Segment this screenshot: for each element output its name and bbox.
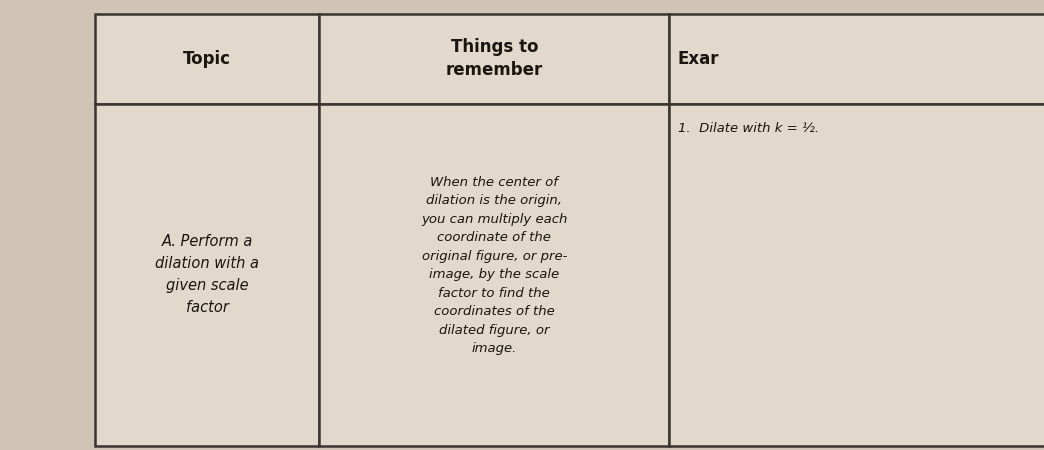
Text: Exar: Exar <box>678 50 719 68</box>
Text: Things to
remember: Things to remember <box>446 38 543 79</box>
Text: When the center of
dilation is the origin,
you can multiply each
coordinate of t: When the center of dilation is the origi… <box>421 176 568 355</box>
Text: A. Perform a
dilation with a
given scale
factor: A. Perform a dilation with a given scale… <box>156 234 259 315</box>
Text: Topic: Topic <box>184 50 231 68</box>
Text: 1.  Dilate with k = ½.: 1. Dilate with k = ½. <box>678 122 818 135</box>
